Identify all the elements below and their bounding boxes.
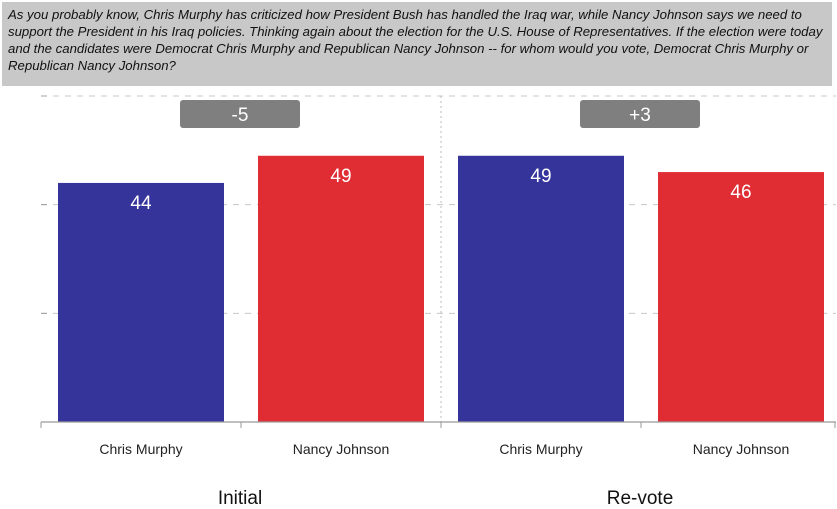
margin-badge [180,100,300,128]
bar [458,155,624,422]
bar [658,172,824,422]
category-label: Chris Murphy [499,441,582,457]
bar-value-label: 46 [730,182,751,203]
bar-value-label: 44 [130,193,152,214]
bar [258,155,424,422]
margin-badge-label: +3 [629,105,651,126]
margin-badge [580,100,700,128]
question-text: As you probably know, Chris Murphy has c… [2,2,832,86]
bar-value-label: 49 [530,166,551,187]
margin-badge-label: -5 [232,105,249,126]
group-label: Initial [218,488,262,509]
category-label: Nancy Johnson [693,441,790,457]
bar-value-label: 49 [330,166,351,187]
group-label: Re-vote [607,488,674,509]
category-label: Chris Murphy [99,441,182,457]
bar [58,182,224,422]
category-label: Nancy Johnson [293,441,390,457]
